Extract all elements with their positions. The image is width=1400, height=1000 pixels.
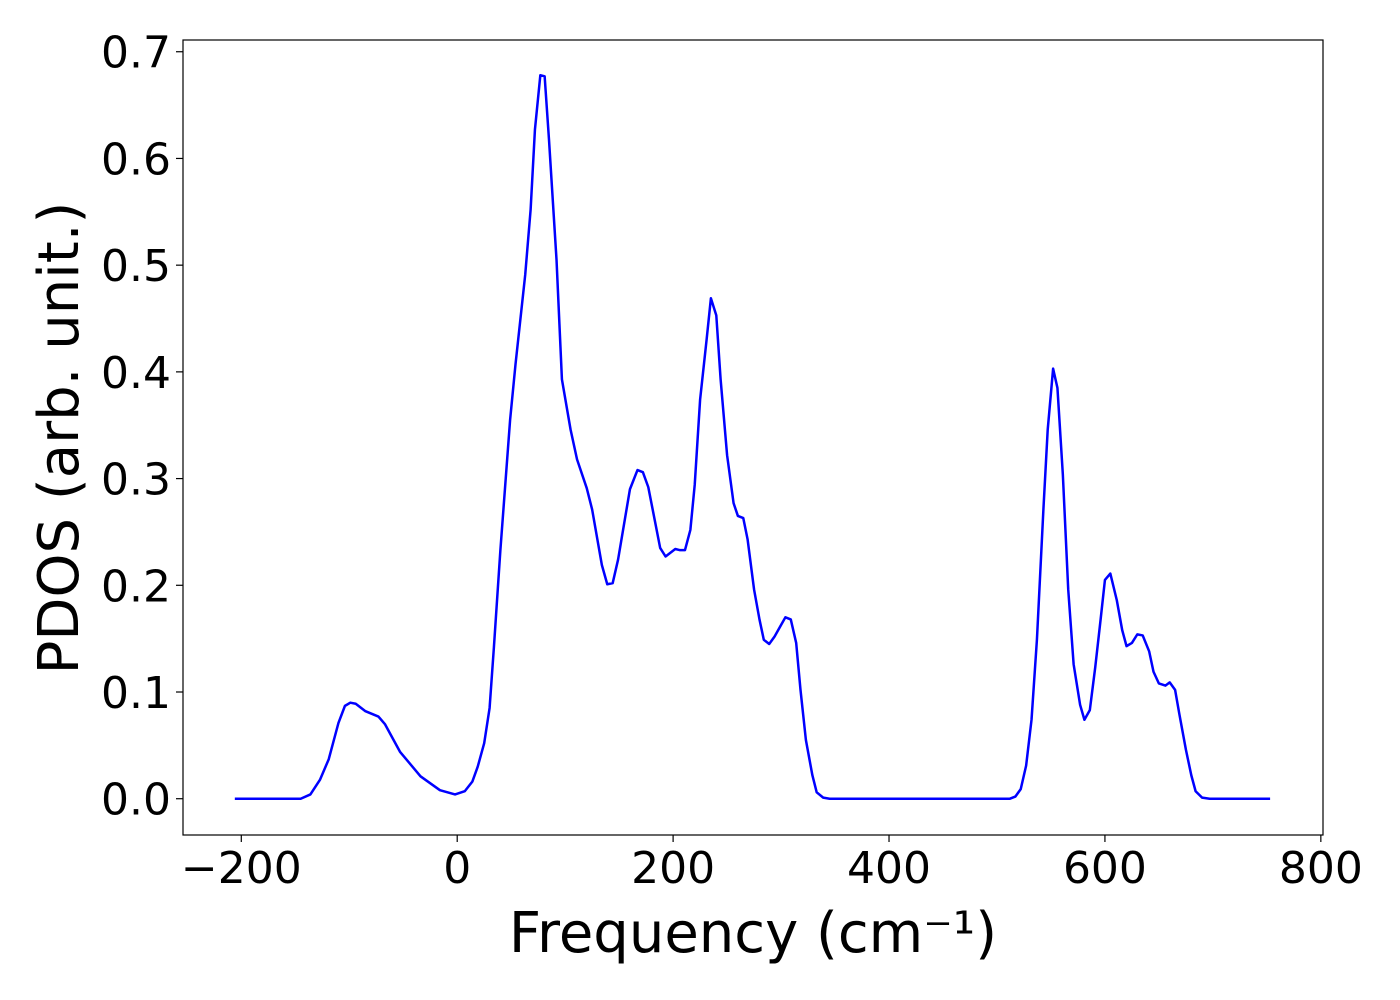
- x-tick-label: 200: [631, 843, 715, 894]
- y-tick-label: 0.2: [101, 561, 171, 612]
- y-tick-label: 0.5: [101, 241, 171, 292]
- plot-frame: [182, 39, 1324, 836]
- y-tick-label: 0.1: [101, 668, 171, 719]
- y-axis-label: PDOS (arb. unit.): [27, 202, 92, 675]
- y-tick-label: 0.7: [101, 28, 171, 79]
- x-tick-label: 600: [1063, 843, 1147, 894]
- x-tick-label: 800: [1279, 843, 1363, 894]
- x-tick-label: 400: [847, 843, 931, 894]
- x-tick-label: 0: [443, 843, 471, 894]
- line-series: [234, 73, 1271, 800]
- y-tick-label: 0.0: [101, 775, 171, 826]
- y-tick-label: 0.4: [101, 348, 171, 399]
- y-tick-label: 0.6: [101, 134, 171, 185]
- y-tick-label: 0.3: [101, 455, 171, 506]
- x-axis-label: Frequency (cm⁻¹): [509, 901, 997, 966]
- x-tick-label: −200: [181, 843, 302, 894]
